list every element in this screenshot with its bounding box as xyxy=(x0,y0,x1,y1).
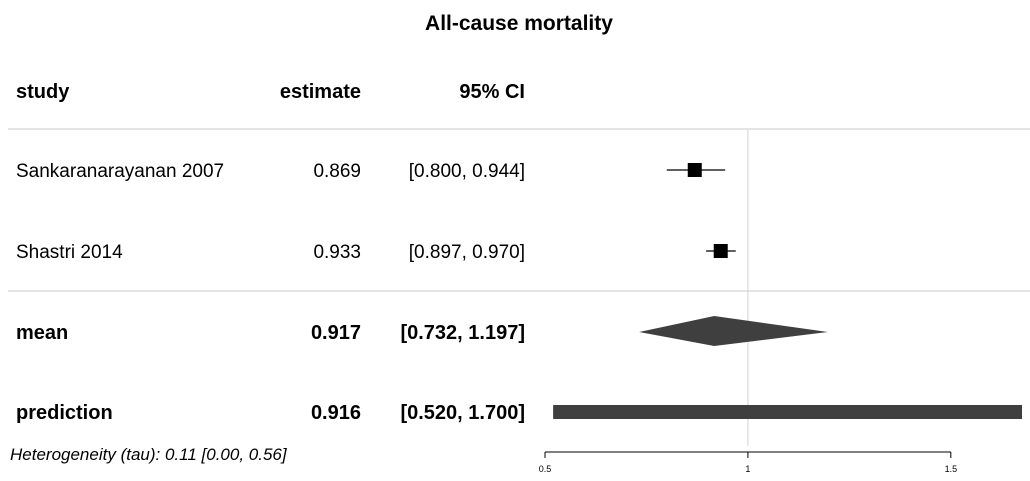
heterogeneity-text: Heterogeneity (tau): 0.11 [0.00, 0.56] xyxy=(10,445,288,464)
x-axis: 0.5 1 1.5 xyxy=(539,451,958,474)
summary-estimate: 0.917 xyxy=(311,322,361,344)
study-name: Sankaranarayanan 2007 xyxy=(16,161,224,182)
study-estimate: 0.933 xyxy=(313,242,361,263)
header-study: study xyxy=(16,81,70,103)
mean-diamond xyxy=(639,316,828,346)
rows: Sankaranarayanan 2007 0.869 [0.800, 0.944]… xyxy=(16,161,1022,424)
prediction-bar xyxy=(553,405,1022,419)
header-ci: 95% CI xyxy=(459,81,525,103)
study-marker xyxy=(713,244,728,258)
x-tick-label: 1.5 xyxy=(945,464,958,474)
study-ci: [0.897, 0.970] xyxy=(409,242,525,263)
x-tick-label: 0.5 xyxy=(539,464,552,474)
study-estimate: 0.869 xyxy=(313,161,361,182)
summary-name: mean xyxy=(16,322,68,344)
summary-name: prediction xyxy=(16,402,113,424)
summary-estimate: 0.916 xyxy=(311,402,361,424)
summary-ci: [0.732, 1.197] xyxy=(400,322,525,344)
summary-ci: [0.520, 1.700] xyxy=(400,402,525,424)
study-marker xyxy=(687,163,702,177)
study-ci: [0.800, 0.944] xyxy=(409,161,525,182)
study-name: Shastri 2014 xyxy=(16,242,123,263)
chart-title: All-cause mortality xyxy=(425,12,613,35)
x-tick-label: 1 xyxy=(745,464,750,474)
header-estimate: estimate xyxy=(280,81,361,103)
